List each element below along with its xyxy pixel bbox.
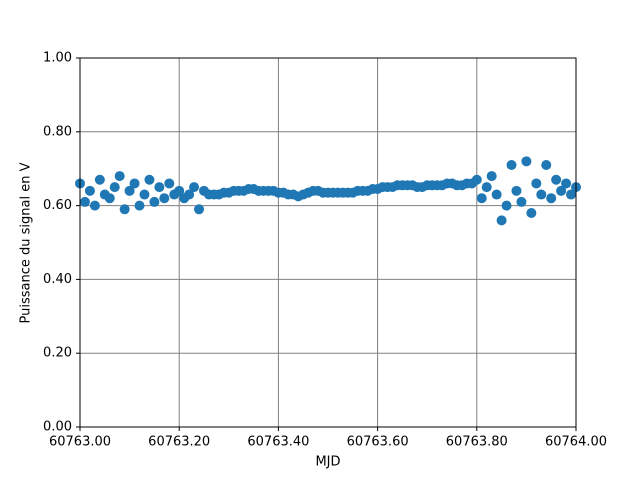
x-tick-label: 60763.20 (148, 435, 210, 450)
point (506, 160, 517, 171)
y-tick-label: 0.80 (43, 124, 72, 139)
point (94, 174, 105, 185)
y-tick-label: 1.00 (43, 51, 72, 66)
point (476, 193, 487, 204)
y-tick-label: 0.40 (43, 272, 72, 287)
point (536, 189, 547, 200)
y-tick-label: 0.60 (43, 198, 72, 213)
x-tick-label: 60763.80 (446, 435, 508, 450)
x-tick-label: 60763.60 (347, 435, 409, 450)
point (496, 215, 507, 226)
point (109, 182, 120, 193)
point (119, 204, 130, 215)
y-tick-label: 0.20 (43, 346, 72, 361)
point (184, 189, 195, 200)
plot-frame (79, 57, 577, 428)
point (526, 207, 537, 218)
point (154, 182, 165, 193)
point (541, 160, 552, 171)
x-tick-label: 60764.00 (545, 435, 607, 450)
point (149, 196, 160, 207)
point (114, 171, 125, 182)
point (481, 182, 492, 193)
point (134, 200, 145, 211)
point (471, 174, 482, 185)
x-tick-label: 60763.00 (49, 435, 111, 450)
point (546, 193, 557, 204)
point (491, 189, 502, 200)
point (194, 204, 205, 215)
point (501, 200, 512, 211)
point (566, 189, 577, 200)
point (556, 185, 567, 196)
point (124, 185, 135, 196)
point (104, 193, 115, 204)
point (189, 182, 200, 193)
point (144, 174, 155, 185)
point (79, 196, 90, 207)
point (486, 171, 497, 182)
point (511, 185, 522, 196)
point (551, 174, 562, 185)
point (139, 189, 150, 200)
point (159, 193, 170, 204)
y-axis-label: Puissance du signal en V (19, 162, 34, 323)
point (516, 196, 527, 207)
x-tick-label: 60763.40 (247, 435, 309, 450)
x-axis-label: MJD (315, 455, 340, 470)
y-tick-label: 0.00 (43, 420, 72, 435)
point (561, 178, 572, 189)
point (89, 200, 100, 211)
point (129, 178, 140, 189)
point (174, 185, 185, 196)
point (521, 156, 532, 167)
point (531, 178, 542, 189)
point (164, 178, 175, 189)
point (84, 185, 95, 196)
